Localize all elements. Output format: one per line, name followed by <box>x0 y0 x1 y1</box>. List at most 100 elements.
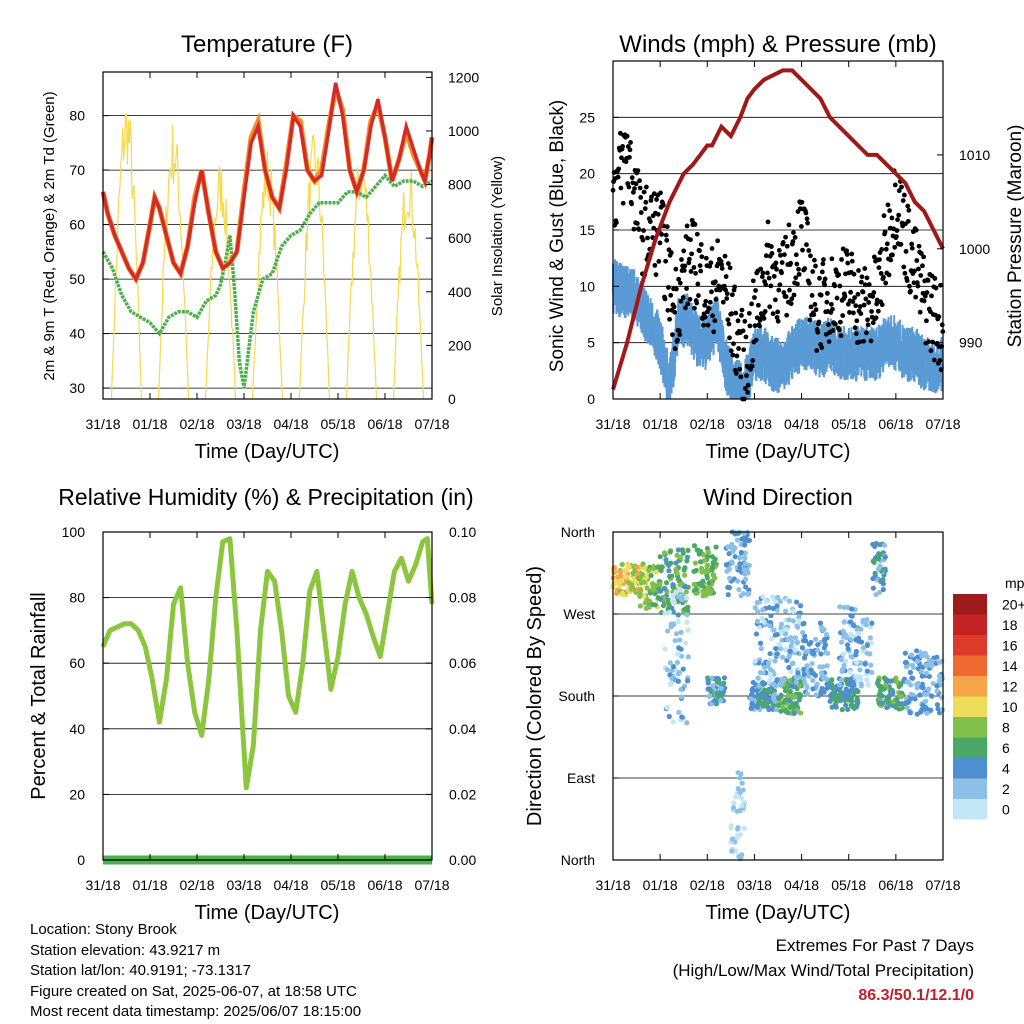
direction-point <box>760 607 766 613</box>
gust-point <box>658 190 663 196</box>
direction-point <box>858 677 864 683</box>
y-tick-label: 5 <box>587 335 595 351</box>
direction-point <box>774 603 780 609</box>
direction-point <box>848 631 854 637</box>
winds-title: Winds (mph) & Pressure (mb) <box>619 31 936 58</box>
direction-point <box>732 531 738 537</box>
x-tick-label: 01/18 <box>643 877 678 893</box>
direction-point <box>808 667 814 673</box>
gust-point <box>784 312 790 318</box>
direction-point <box>736 587 742 593</box>
direction-point <box>634 564 640 570</box>
direction-point <box>762 681 768 687</box>
direction-point <box>851 705 857 711</box>
gust-point <box>866 282 872 287</box>
y-tick-label: 15 <box>579 222 595 238</box>
direction-point <box>646 604 652 610</box>
direction-point <box>772 692 778 698</box>
gust-point <box>774 266 779 272</box>
direction-point <box>737 775 743 781</box>
direction-point <box>740 590 747 597</box>
gust-point <box>681 268 687 273</box>
gust-point <box>789 296 795 302</box>
gust-point <box>913 227 919 233</box>
gust-point <box>736 346 741 351</box>
gust-point <box>856 268 861 273</box>
y-tick-right-label: 800 <box>448 177 472 193</box>
y-tick-label: East <box>567 770 595 786</box>
direction-point <box>783 626 789 633</box>
legend-label: 16 <box>1002 637 1018 653</box>
direction-point <box>768 675 774 681</box>
direction-point <box>819 671 825 678</box>
direction-point <box>800 621 806 627</box>
direction-point <box>630 570 636 576</box>
legend-swatch <box>953 717 987 738</box>
gust-point <box>619 155 624 161</box>
winds-axes: 31/18 01/18 02/18 03/18 04/18 05/18 06/18 07/18… <box>579 60 990 432</box>
gust-point <box>742 318 748 324</box>
gust-point <box>684 223 690 229</box>
humidity-title: Relative Humidity (%) & Precipitation (i… <box>58 484 473 510</box>
direction-point <box>794 623 800 629</box>
gust-point <box>934 340 940 346</box>
direction-point <box>641 593 647 599</box>
temperature-panel: Temperature (F) Time (Day/UTC) 2m & 9m T… <box>41 31 506 463</box>
y-tick-label: 80 <box>69 108 85 124</box>
gust-point <box>676 328 682 334</box>
direction-point <box>814 681 820 687</box>
gust-point <box>850 299 856 304</box>
gust-point <box>799 199 805 205</box>
gust-point <box>691 265 697 270</box>
gust-point <box>653 272 659 278</box>
direction-point <box>734 808 740 814</box>
y-tick-label: 20 <box>69 786 85 802</box>
gust-point <box>852 325 858 331</box>
direction-point <box>674 552 680 558</box>
gust-point <box>647 219 653 224</box>
gust-point <box>719 265 725 271</box>
direction-point <box>742 555 748 561</box>
direction-point <box>778 694 784 700</box>
direction-point <box>812 672 819 679</box>
direction-point <box>670 592 676 599</box>
gust-point <box>698 242 704 247</box>
direction-point <box>739 780 745 786</box>
gust-point <box>628 140 633 145</box>
gust-point <box>645 235 650 241</box>
direction-point <box>681 572 688 578</box>
direction-point <box>670 719 677 725</box>
x-tick-label: 02/18 <box>179 877 214 893</box>
direction-point <box>848 619 854 625</box>
direction-point <box>770 605 776 612</box>
direction-point <box>658 588 664 594</box>
direction-point <box>928 663 935 669</box>
gust-point <box>641 228 646 233</box>
legend-label: 20+ <box>1002 596 1024 612</box>
gust-point <box>931 357 937 363</box>
gust-point <box>920 263 925 269</box>
legend-swatch <box>953 655 987 676</box>
gust-point <box>712 279 718 285</box>
y-tick-right-label: 0.08 <box>449 590 476 606</box>
direction-point <box>844 635 850 641</box>
direction-point <box>754 704 761 710</box>
y-tick-label: 25 <box>579 109 595 125</box>
direction-point <box>683 640 689 646</box>
direction-point <box>800 675 807 681</box>
direction-point <box>815 642 821 648</box>
gust-point <box>864 330 869 336</box>
direction-point <box>791 710 797 716</box>
gust-point <box>908 288 913 294</box>
temperature-ylabel: 2m & 9m T (Red, Orange) & 2m Td (Green) <box>41 91 58 380</box>
gust-point <box>883 246 889 252</box>
gust-point <box>750 358 756 363</box>
gust-point <box>727 265 733 271</box>
gust-point <box>819 269 825 275</box>
gust-point <box>666 284 671 290</box>
gust-point <box>668 250 674 256</box>
gust-point <box>724 291 730 297</box>
direction-point <box>760 594 766 600</box>
gust-point <box>905 218 911 224</box>
direction-point <box>742 550 748 556</box>
